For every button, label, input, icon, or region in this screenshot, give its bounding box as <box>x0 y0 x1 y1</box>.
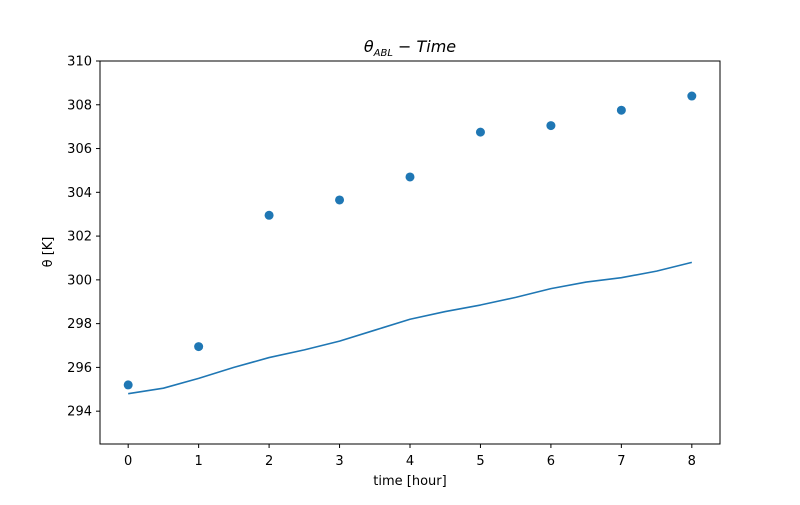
x-tick-label: 8 <box>688 454 696 469</box>
y-tick-label: 302 <box>67 230 92 245</box>
scatter-point <box>546 121 556 131</box>
chart-title-main: θ <box>364 37 374 56</box>
y-tick-label: 304 <box>67 186 92 201</box>
scatter-point <box>475 127 485 137</box>
scatter-point <box>687 91 697 101</box>
series-line <box>128 261 693 395</box>
x-axis-label: time [hour] <box>373 474 446 489</box>
y-tick-label: 294 <box>67 405 92 420</box>
x-tick-label: 6 <box>547 454 555 469</box>
scatter-point <box>335 195 345 205</box>
scatter-point <box>405 172 415 182</box>
y-tick-label: 298 <box>67 317 92 332</box>
y-tick-label: 300 <box>67 273 92 288</box>
scatter-point <box>264 210 274 220</box>
y-tick-label: 296 <box>67 361 92 376</box>
x-tick-label: 3 <box>335 454 343 469</box>
x-tick-label: 1 <box>194 454 202 469</box>
axes-frame <box>99 60 721 445</box>
scatter-point <box>194 342 204 352</box>
y-tick-label: 310 <box>67 55 92 70</box>
x-tick-label: 5 <box>476 454 484 469</box>
x-tick-label: 4 <box>406 454 414 469</box>
chart-title-rest: − Time <box>393 37 456 56</box>
y-tick-label: 308 <box>67 98 92 113</box>
x-tick-label: 0 <box>124 454 132 469</box>
plot-area: 0 1 2 3 4 5 6 7 8 294 296 298 300 302 304 306 308 310 <box>67 55 721 469</box>
chart-title: θABL − Time <box>364 37 456 59</box>
x-tick-label: 7 <box>617 454 625 469</box>
scatter-point <box>123 380 133 390</box>
y-tick-label: 306 <box>67 142 92 157</box>
x-tick-label: 2 <box>265 454 273 469</box>
y-axis-label: θ [K] <box>41 237 56 268</box>
chart-title-subscript: ABL <box>373 48 393 59</box>
scatter-point <box>616 105 626 115</box>
